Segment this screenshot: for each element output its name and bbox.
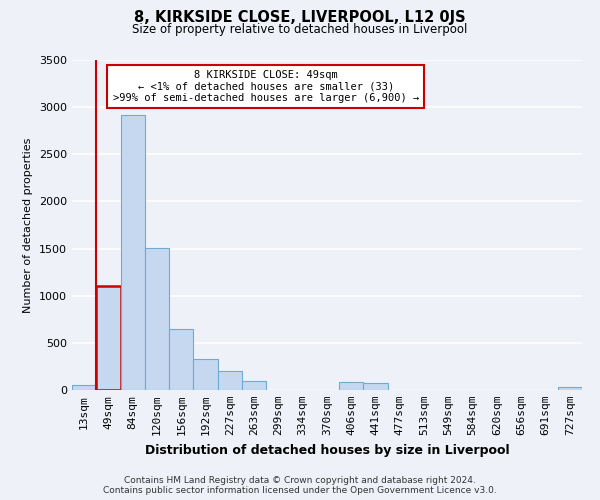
Bar [145, 248, 169, 390]
Bar [339, 382, 364, 390]
Bar [169, 328, 193, 390]
Bar [242, 380, 266, 390]
Bar [364, 384, 388, 390]
Text: 8, KIRKSIDE CLOSE, LIVERPOOL, L12 0JS: 8, KIRKSIDE CLOSE, LIVERPOOL, L12 0JS [134, 10, 466, 25]
Bar [193, 359, 218, 390]
Text: Size of property relative to detached houses in Liverpool: Size of property relative to detached ho… [133, 22, 467, 36]
X-axis label: Distribution of detached houses by size in Liverpool: Distribution of detached houses by size … [145, 444, 509, 456]
Bar [558, 387, 582, 390]
Bar [121, 114, 145, 390]
Y-axis label: Number of detached properties: Number of detached properties [23, 138, 34, 312]
Bar [72, 386, 96, 390]
Text: Contains HM Land Registry data © Crown copyright and database right 2024.
Contai: Contains HM Land Registry data © Crown c… [103, 476, 497, 495]
Bar [96, 286, 121, 390]
Bar [218, 371, 242, 390]
Text: 8 KIRKSIDE CLOSE: 49sqm
← <1% of detached houses are smaller (33)
>99% of semi-d: 8 KIRKSIDE CLOSE: 49sqm ← <1% of detache… [113, 70, 419, 103]
